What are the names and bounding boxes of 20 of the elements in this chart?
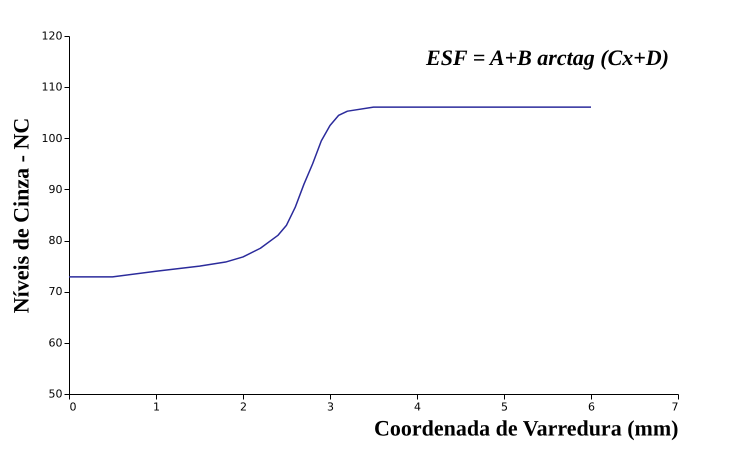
y-tick-label: 70	[48, 285, 62, 298]
x-tick-label: 7	[672, 400, 678, 414]
annotation: ESF = A+B arctag (Cx+D)	[425, 45, 669, 70]
y-axis-title: Níveis de Cinza - NC	[8, 118, 34, 314]
x-axis-title: Coordenada de Varredura (mm)	[374, 416, 678, 440]
y-tick-label: 60	[48, 336, 62, 350]
y-tick-label: 110	[42, 80, 62, 94]
x-tick-label: 5	[501, 400, 508, 414]
y-tick-label: 90	[48, 182, 62, 196]
x-tick-label: 6	[588, 400, 595, 414]
line-series	[68, 106, 592, 278]
x-tick-label: 2	[240, 400, 247, 414]
x-tick-label: 3	[327, 400, 334, 414]
y-tick-label: 100	[42, 132, 62, 145]
y-tick-label: 80	[48, 234, 62, 248]
x-tick-label: 4	[414, 400, 421, 414]
y-tick-label: 50	[48, 388, 62, 400]
x-tick-label: 0	[70, 400, 76, 414]
y-tick-label: 120	[42, 30, 62, 42]
x-tick-label: 1	[153, 400, 160, 414]
